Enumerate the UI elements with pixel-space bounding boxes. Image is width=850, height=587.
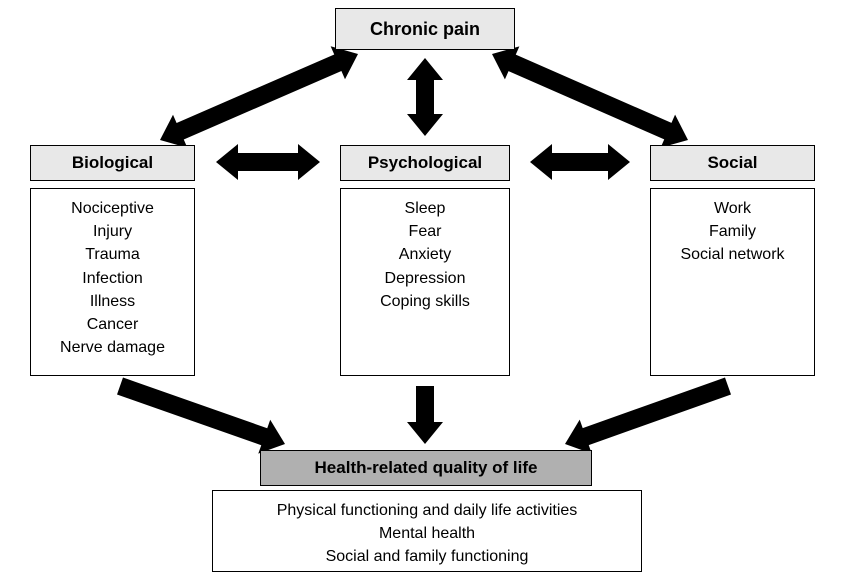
node-psychological-header: Psychological xyxy=(340,145,510,181)
arrow xyxy=(160,46,358,147)
arrow xyxy=(117,378,285,454)
node-biological-header: Biological xyxy=(30,145,195,181)
node-qol-body: Physical functioning and daily life acti… xyxy=(212,490,642,572)
list-item: Injury xyxy=(31,220,194,243)
list-item: Trauma xyxy=(31,243,194,266)
list-item: Nerve damage xyxy=(31,336,194,359)
arrow xyxy=(492,46,688,147)
node-social-header: Social xyxy=(650,145,815,181)
list-item: Cancer xyxy=(31,313,194,336)
list-item: Fear xyxy=(341,220,509,243)
list-item: Illness xyxy=(31,290,194,313)
list-item: Coping skills xyxy=(341,290,509,313)
arrow xyxy=(530,144,630,180)
list-item: Physical functioning and daily life acti… xyxy=(213,499,641,522)
node-qol-header: Health-related quality of life xyxy=(260,450,592,486)
list-item: Mental health xyxy=(213,522,641,545)
node-psychological-body: SleepFearAnxietyDepressionCoping skills xyxy=(340,188,510,376)
list-item: Family xyxy=(651,220,814,243)
arrow xyxy=(216,144,320,180)
arrow xyxy=(407,386,443,444)
list-item: Sleep xyxy=(341,197,509,220)
arrow xyxy=(565,378,731,454)
arrow xyxy=(407,58,443,136)
node-social-body: WorkFamilySocial network xyxy=(650,188,815,376)
list-item: Social and family functioning xyxy=(213,545,641,568)
node-biological-body: NociceptiveInjuryTraumaInfectionIllnessC… xyxy=(30,188,195,376)
list-item: Social network xyxy=(651,243,814,266)
list-item: Work xyxy=(651,197,814,220)
list-item: Infection xyxy=(31,267,194,290)
node-chronic-pain: Chronic pain xyxy=(335,8,515,50)
list-item: Depression xyxy=(341,267,509,290)
list-item: Anxiety xyxy=(341,243,509,266)
list-item: Nociceptive xyxy=(31,197,194,220)
